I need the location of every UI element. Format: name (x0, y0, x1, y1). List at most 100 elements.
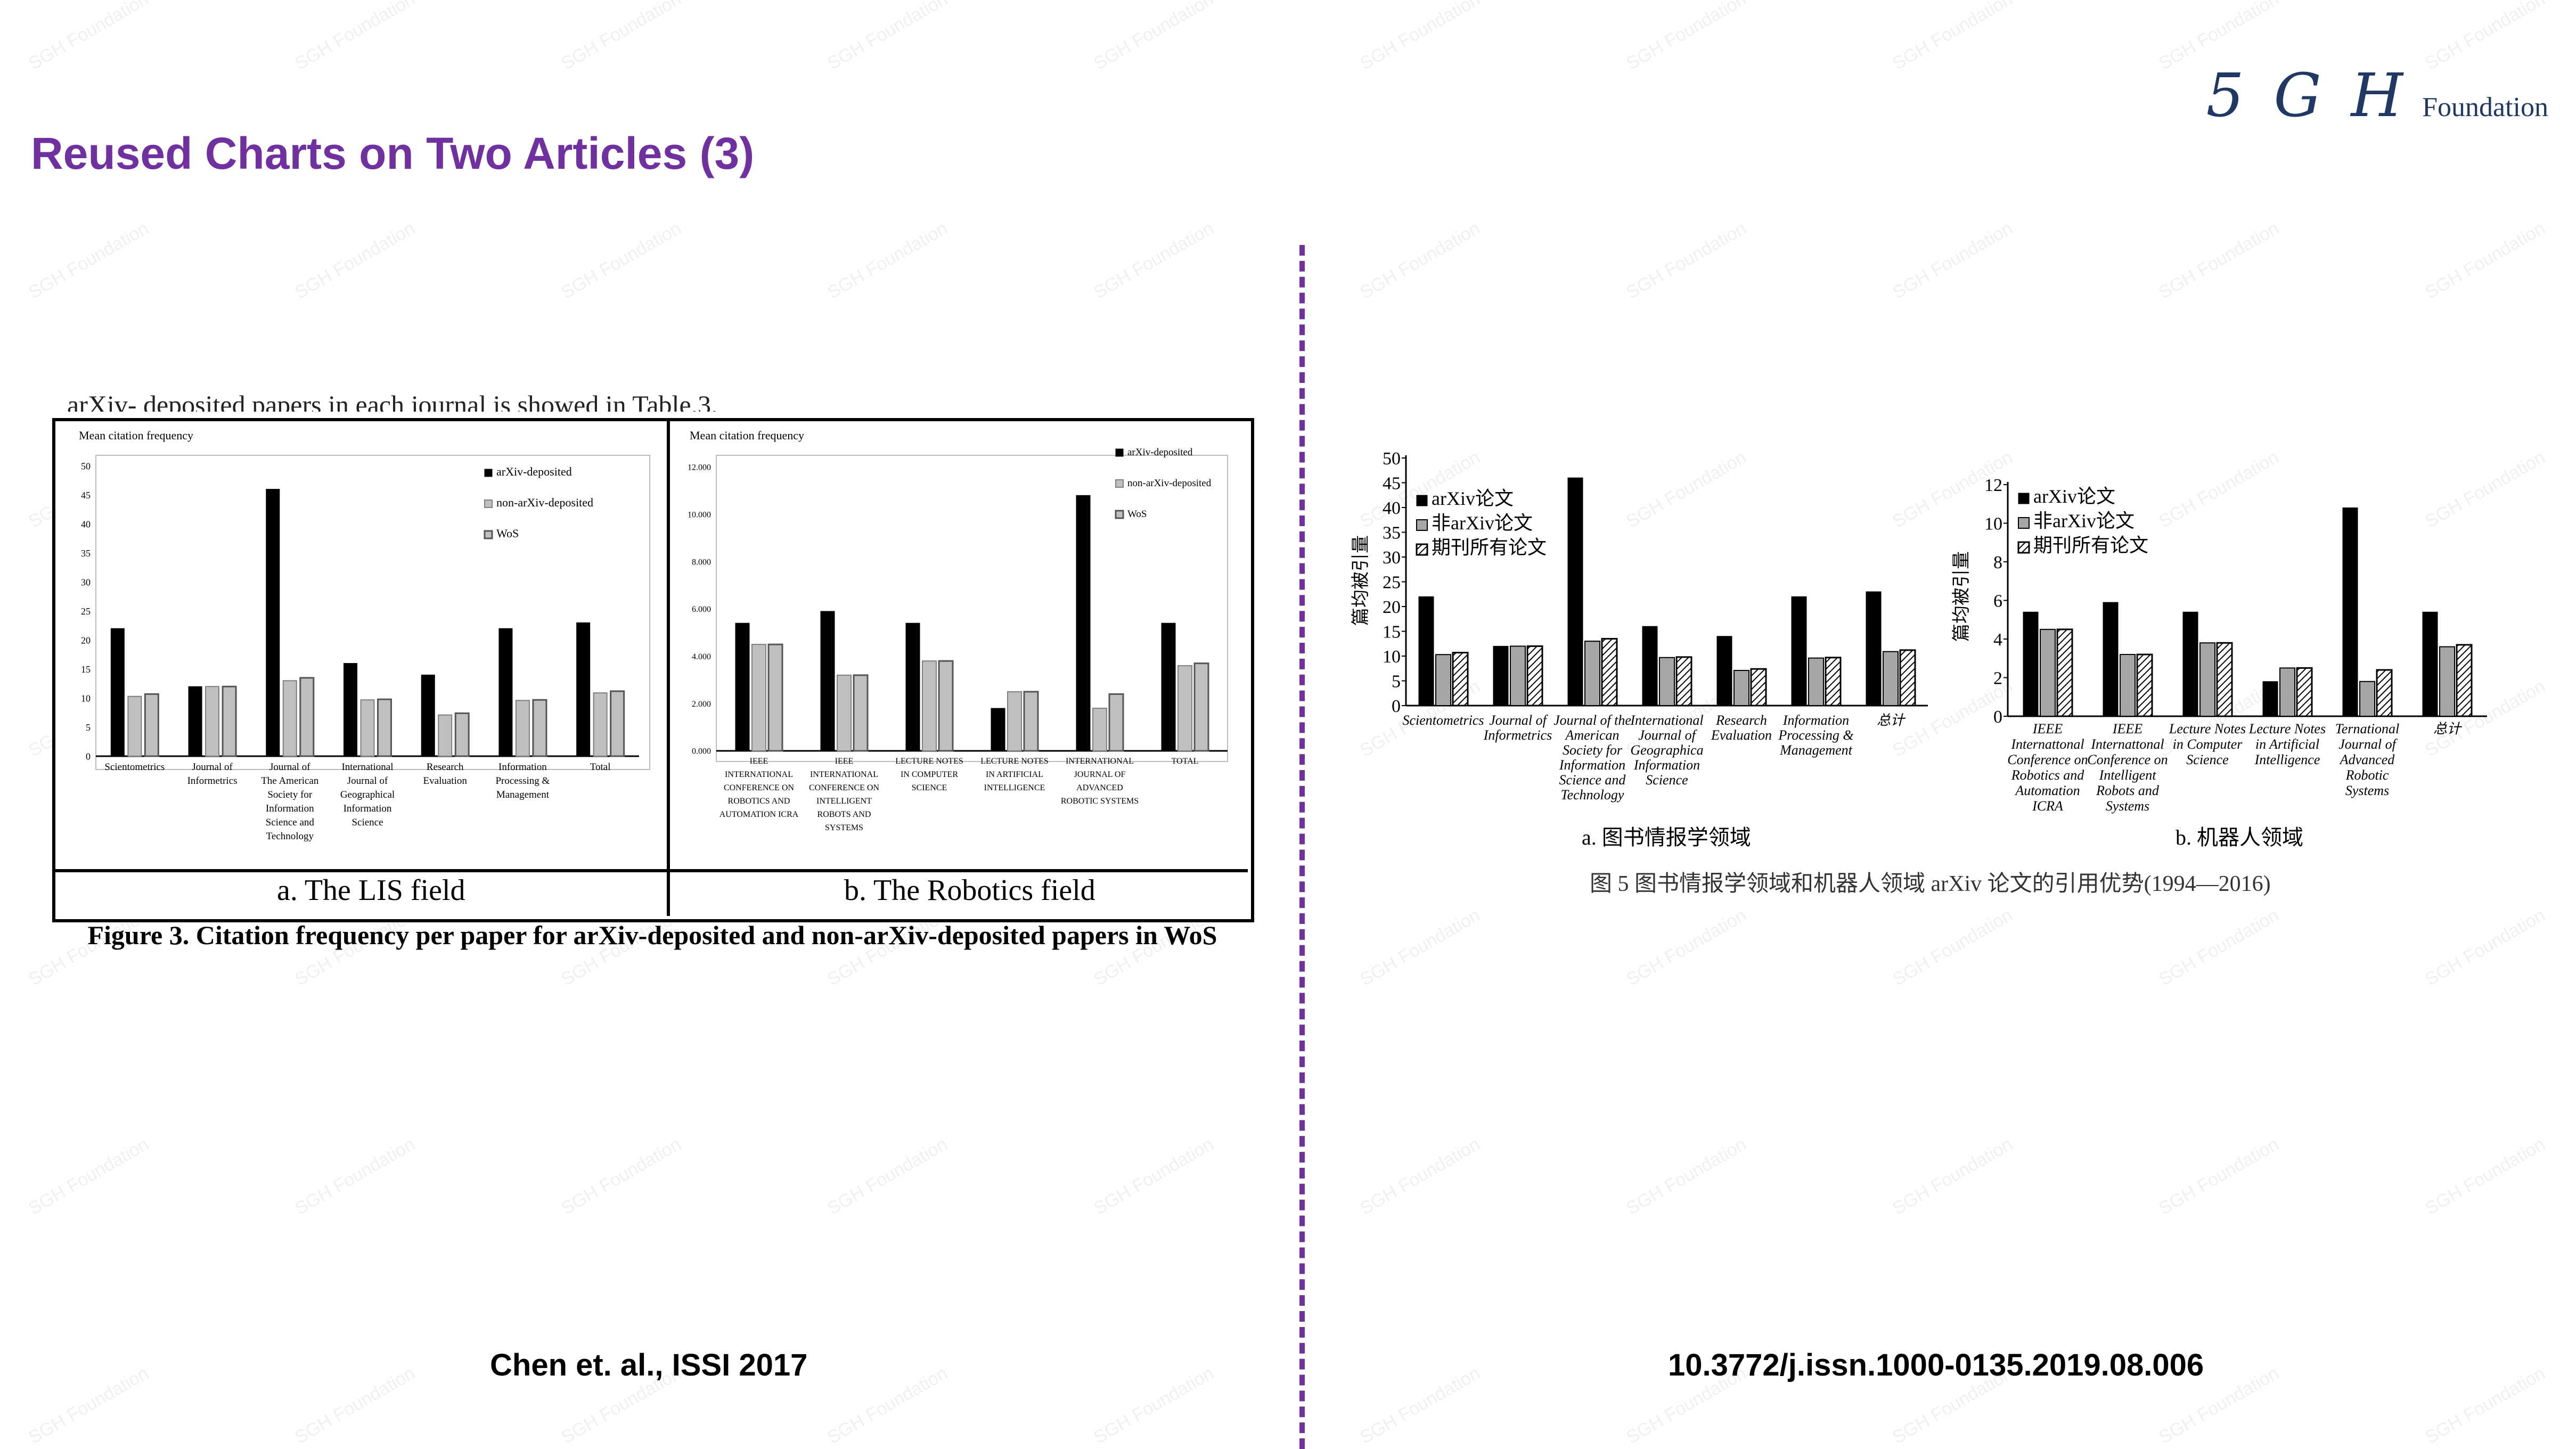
x-category-label: Processing & (1778, 727, 1854, 743)
x-category-label: Internattonal (2010, 736, 2084, 752)
legend-swatch (1416, 543, 1428, 556)
watermark-text: SGH Foundation (1889, 0, 2016, 74)
bar-arxiv (820, 611, 835, 751)
x-category-label: INTERNATIONAL (725, 770, 793, 779)
x-category-label: INTERNATIONAL (810, 770, 878, 779)
bar-non-arxiv (205, 686, 220, 757)
panel-b-caption: b. The Robotics field (844, 874, 1095, 907)
bar-arxiv (421, 674, 435, 757)
x-category-label: International (341, 762, 393, 773)
x-category-label: INTERNATIONAL (1066, 757, 1134, 766)
y-tick-label: 45 (1383, 473, 1401, 493)
watermark-text: SGH Foundation (558, 0, 685, 74)
watermark-text: SGH Foundation (1889, 1134, 2016, 1219)
left-figure-frame (52, 418, 1254, 922)
x-category-label: Information (344, 803, 392, 814)
y-tick-label: 12.000 (688, 463, 711, 472)
watermark-text: SGH Foundation (824, 1134, 951, 1219)
x-category-label: Total (590, 762, 611, 773)
x-category-label: Geographical (340, 789, 395, 800)
bar-arxiv (188, 686, 202, 757)
bar-all (1193, 662, 1209, 752)
bar-non-arxiv (360, 699, 375, 757)
bar-non-arxiv (2120, 654, 2136, 717)
y-tick-label: 2 (1993, 668, 2002, 688)
foundation-logo: 5 G H Foundation (2206, 61, 2548, 130)
bar-arxiv (2103, 602, 2119, 717)
watermark-text: SGH Foundation (2422, 0, 2549, 74)
bar-arxiv (1716, 636, 1732, 706)
x-category-label: LECTURE NOTES (895, 757, 963, 766)
left-figure-panel-divider (667, 418, 670, 916)
x-category-label: 总计 (2433, 721, 2463, 736)
y-tick-label: 5 (86, 722, 91, 733)
bar-all (610, 690, 625, 757)
y-tick-label: 0 (1993, 707, 2002, 727)
watermark-text: SGH Foundation (25, 1134, 152, 1219)
y-tick-label: 6 (1993, 591, 2002, 611)
y-tick-label: 15 (1383, 622, 1401, 642)
cropped-text-line: arXiv- deposited papers in each journal … (67, 391, 718, 412)
bar-all (1601, 637, 1618, 707)
legend-swatch (1416, 495, 1428, 506)
x-category-label: INTELLIGENCE (984, 783, 1045, 792)
bar-non-arxiv (515, 700, 530, 757)
x-category-label: ADVANCED (1076, 783, 1123, 792)
x-category-label: Technology (266, 831, 314, 842)
bar-arxiv (2182, 611, 2198, 717)
bar-all (2296, 667, 2313, 717)
y-tick-label: 4 (1993, 630, 2002, 650)
x-category-label: Robotic (2345, 767, 2389, 783)
bar-non-arxiv (1584, 641, 1600, 707)
x-category-label: Internattonal (2090, 736, 2164, 752)
watermark-text: SGH Foundation (291, 1134, 419, 1219)
y-tick-label: 45 (81, 490, 91, 501)
watermark-text: SGH Foundation (1356, 1134, 1484, 1219)
x-category-label: IEEE (2112, 721, 2142, 736)
x-category-label: Evaluation (1711, 727, 1772, 743)
y-tick-label: 0 (1392, 697, 1401, 716)
watermark-text: SGH Foundation (2422, 1134, 2549, 1219)
bar-non-arxiv (922, 660, 937, 752)
x-category-label: Ternational (2335, 721, 2399, 736)
x-category-label: INTELLIGENT (816, 797, 872, 806)
chart-robotics-field: Mean citation frequency 0.000 2.000 4.000 6.… (688, 429, 1228, 832)
legend-swatch (1115, 479, 1124, 488)
bar-all (853, 674, 869, 752)
y-tick-label: 50 (1383, 449, 1401, 469)
y-tick-label: 35 (1383, 523, 1401, 543)
bar-non-arxiv (1808, 657, 1824, 706)
watermark-text: SGH Foundation (558, 218, 685, 303)
bar-all (1825, 657, 1842, 707)
legend-swatch (1115, 448, 1124, 457)
y-axis-label: Mean citation frequency (690, 429, 804, 442)
x-category-label: CONFERENCE ON (809, 783, 879, 792)
x-category-label: SYSTEMS (825, 823, 863, 832)
y-tick-label: 0 (86, 751, 91, 762)
x-category-label: in Artificial (2255, 736, 2319, 752)
bar-arxiv (1642, 626, 1658, 706)
figure-caption: Figure 3. Citation frequency per paper f… (87, 920, 1217, 950)
bar-all (1675, 656, 1692, 707)
x-category-label: Technology (1561, 787, 1624, 803)
watermark-text: SGH Foundation (1889, 905, 2016, 990)
bar-all (1526, 645, 1543, 707)
x-category-label: Science (1646, 772, 1688, 788)
x-category-label: IN ARTIFICIAL (986, 770, 1043, 779)
x-category-label: Lecture Notes (2248, 721, 2326, 736)
x-category-label: Automation (2014, 783, 2080, 798)
figure-caption-cn: 图 5 图书情报学领域和机器人领域 arXiv 论文的引用优势(1994—201… (1590, 872, 2271, 896)
bar-arxiv (905, 623, 920, 751)
bar-all (1452, 651, 1469, 707)
bar-arxiv (735, 623, 750, 751)
y-tick-label: 12 (1984, 476, 2002, 495)
bar-non-arxiv (837, 674, 852, 751)
bar-arxiv (1567, 477, 1583, 706)
bar-non-arxiv (2040, 628, 2056, 717)
legend-label: arXiv论文 (2033, 486, 2115, 507)
bar-all (767, 643, 783, 752)
bar-arxiv (2023, 611, 2039, 717)
legend-label: 非arXiv论文 (2033, 510, 2135, 531)
legend-label: 非arXiv论文 (1432, 512, 1533, 534)
watermark-text: SGH Foundation (824, 0, 951, 74)
